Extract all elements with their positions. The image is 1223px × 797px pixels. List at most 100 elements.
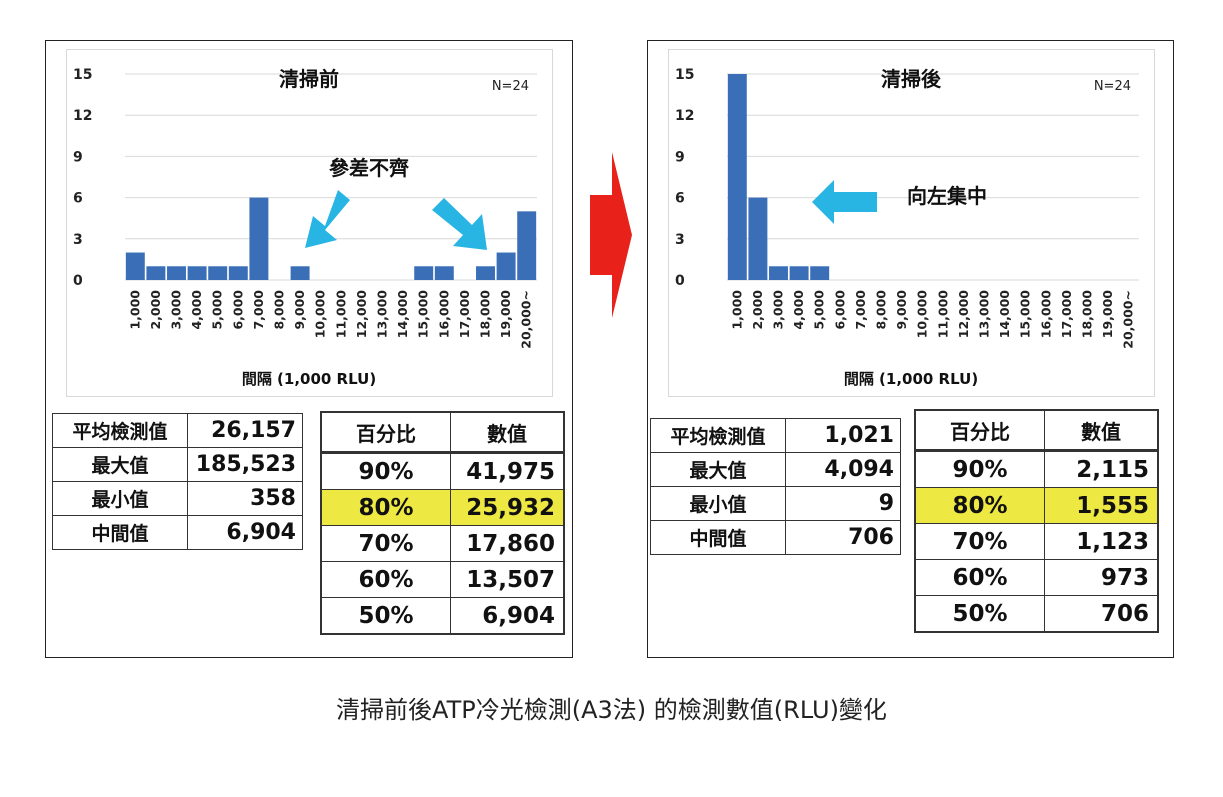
x-tick-label: 7,000 (853, 290, 868, 330)
percentile-cell: 80% (914, 487, 1045, 524)
percentile-cell: 70% (914, 523, 1045, 560)
x-tick-label: 16,000 (436, 290, 451, 339)
before-percentile-table: 百分比 數值 90% 41,975 80% 25,932 70% 17,860 60% 1… (320, 411, 565, 635)
percentile-cell: 70% (320, 525, 451, 562)
percentile-header-row: 百分比 數值 (914, 409, 1159, 452)
x-tick-label: 17,000 (1059, 290, 1074, 339)
histogram-bar (810, 266, 830, 280)
percentile-value: 973 (1044, 559, 1159, 596)
histogram-bar (125, 252, 145, 280)
x-tick-label: 5,000 (210, 290, 225, 330)
percentile-cell: 50% (914, 595, 1045, 633)
x-tick-label: 20,000~ (519, 290, 534, 349)
x-tick-label: 5,000 (812, 290, 827, 330)
y-tick-label: 6 (73, 191, 83, 207)
y-tick-label: 6 (675, 191, 685, 207)
x-tick-label: 14,000 (997, 290, 1012, 339)
annotation-label: 參差不齊 (329, 156, 410, 180)
y-tick-label: 9 (73, 149, 83, 165)
percentile-header: 百分比 (320, 411, 451, 454)
cyan-down-right-arrow-icon (432, 198, 487, 250)
percentile-row: 50% 6,904 (320, 597, 565, 635)
histogram-bar (249, 197, 269, 280)
stats-value: 9 (785, 486, 901, 521)
x-tick-label: 3,000 (771, 290, 786, 330)
red-right-arrow-icon (590, 152, 632, 318)
y-tick-label: 12 (73, 108, 92, 124)
percentile-row-highlighted: 80% 1,555 (914, 487, 1159, 524)
percentile-value: 2,115 (1044, 450, 1159, 488)
value-header: 數值 (450, 411, 565, 454)
after-cleaning-panel: 15 12 9 6 3 0 1,000 2,000 3,000 4,000 5,000 6,000 7,… (647, 40, 1174, 658)
percentile-value: 6,904 (450, 597, 565, 635)
x-tick-label: 11,000 (333, 290, 348, 339)
x-tick-label: 1,000 (729, 290, 744, 330)
before-stats-table: 平均檢測值 26,157 最大值 185,523 最小值 358 中間值 6,904 (52, 413, 303, 550)
cyan-down-left-arrow-icon (305, 190, 350, 248)
stats-label: 最大值 (52, 447, 188, 482)
percentile-value: 17,860 (450, 525, 565, 562)
y-tick-label: 12 (675, 108, 694, 124)
stats-label: 中間值 (52, 515, 188, 550)
before-chart-area: 15 12 9 6 3 0 1,000 2,000 3,000 4,000 5,000 6,000 7,… (66, 49, 553, 397)
histogram-bar (496, 252, 516, 280)
percentile-row: 60% 13,507 (320, 561, 565, 598)
x-tick-label: 18,000 (478, 290, 493, 339)
histogram-bar (228, 266, 248, 280)
x-tick-label: 18,000 (1080, 290, 1095, 339)
x-tick-label: 12,000 (956, 290, 971, 339)
y-tick-label: 0 (73, 273, 83, 289)
x-tick-label: 7,000 (251, 290, 266, 330)
sample-size-label: N=24 (492, 79, 529, 94)
stats-row: 中間值 706 (650, 520, 901, 555)
x-tick-label: 19,000 (1100, 290, 1115, 339)
percentile-header: 百分比 (914, 409, 1045, 452)
histogram-bar (146, 266, 166, 280)
before-histogram: 15 12 9 6 3 0 1,000 2,000 3,000 4,000 5,000 6,000 7,… (73, 67, 537, 388)
percentile-row: 60% 973 (914, 559, 1159, 596)
stats-row: 中間值 6,904 (52, 515, 303, 550)
stats-row: 最大值 4,094 (650, 452, 901, 487)
stats-label: 平均檢測值 (52, 413, 188, 448)
stats-row: 平均檢測值 1,021 (650, 418, 901, 453)
before-cleaning-panel: 15 12 9 6 3 0 1,000 2,000 3,000 4,000 5,000 6,000 7,… (45, 40, 573, 658)
chart-title: 清掃前 (279, 67, 339, 91)
x-tick-label: 4,000 (189, 290, 204, 330)
y-tick-label: 15 (73, 67, 92, 83)
x-tick-label: 11,000 (935, 290, 950, 339)
x-tick-label: 1,000 (127, 290, 142, 330)
percentile-cell: 80% (320, 489, 451, 526)
x-tick-label: 3,000 (169, 290, 184, 330)
x-axis-label: 間隔 (1,000 RLU) (242, 370, 376, 388)
percentile-cell: 90% (320, 452, 451, 490)
x-tick-label: 17,000 (457, 290, 472, 339)
x-tick-label: 6,000 (832, 290, 847, 330)
percentile-header-row: 百分比 數值 (320, 411, 565, 454)
histogram-bar (167, 266, 186, 280)
y-tick-label: 0 (675, 273, 685, 289)
x-axis-label: 間隔 (1,000 RLU) (844, 370, 978, 388)
percentile-value: 1,555 (1044, 487, 1159, 524)
x-tick-label: 2,000 (750, 290, 765, 330)
after-percentile-table: 百分比 數值 90% 2,115 80% 1,555 70% 1,123 60% 973 … (914, 409, 1159, 633)
stats-label: 最小值 (650, 486, 786, 521)
after-chart-area: 15 12 9 6 3 0 1,000 2,000 3,000 4,000 5,000 6,000 7,… (668, 49, 1155, 397)
y-tick-label: 15 (675, 67, 694, 83)
x-tick-label: 12,000 (354, 290, 369, 339)
histogram-bar (789, 266, 809, 280)
histogram-bar (187, 266, 207, 280)
stats-value: 1,021 (785, 418, 901, 453)
stats-label: 平均檢測值 (650, 418, 786, 453)
percentile-row: 50% 706 (914, 595, 1159, 633)
histogram-bar (434, 266, 454, 280)
histogram-bar (414, 266, 434, 280)
stats-value: 706 (785, 520, 901, 555)
x-tick-label: 13,000 (977, 290, 992, 339)
x-tick-label: 4,000 (791, 290, 806, 330)
percentile-cell: 50% (320, 597, 451, 635)
percentile-value: 25,932 (450, 489, 565, 526)
sample-size-label: N=24 (1094, 79, 1131, 94)
x-tick-label: 15,000 (1018, 290, 1033, 339)
x-tick-label: 8,000 (272, 290, 287, 330)
x-tick-label: 2,000 (148, 290, 163, 330)
